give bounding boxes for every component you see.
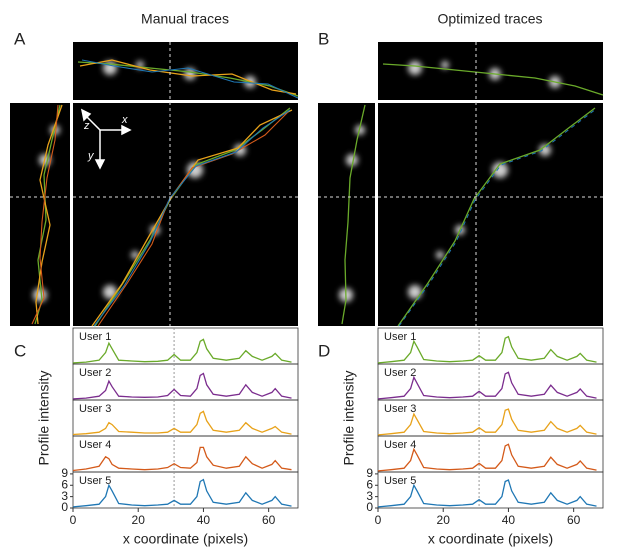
x-axis-label: x coordinate (pixels) (123, 531, 248, 547)
profile-line (377, 479, 597, 508)
y-axis-label: Profile intensity (341, 371, 357, 466)
y-axis-label: Profile intensity (36, 371, 52, 466)
x-tick-label: 60 (567, 513, 581, 527)
y-tick-label: 6 (366, 477, 373, 491)
panel-title: Optimized traces (437, 11, 542, 27)
series-label: User 2 (384, 367, 416, 379)
y-tick-label: 6 (61, 477, 68, 491)
profile-line (377, 335, 597, 364)
y-tick-label: 3 (61, 489, 68, 503)
series-label: User 3 (384, 403, 416, 415)
x-tick-label: 20 (437, 513, 451, 527)
x-tick-label: 20 (132, 513, 146, 527)
x-tick-label: 60 (262, 513, 276, 527)
profile-line (72, 446, 292, 472)
series-label: User 1 (384, 331, 416, 343)
profile-line (377, 443, 597, 472)
series-label: User 5 (79, 475, 111, 487)
x-tick-label: 40 (502, 513, 516, 527)
profile-line (377, 371, 597, 400)
profile-line (72, 372, 292, 400)
profile-line (72, 410, 292, 436)
series-label: User 2 (79, 367, 111, 379)
axis-label: z (83, 120, 90, 132)
y-tick-label: 0 (61, 500, 68, 514)
y-tick-label: 0 (366, 500, 373, 514)
y-tick-label: 9 (366, 466, 373, 480)
y-tick-label: 3 (366, 489, 373, 503)
x-axis-label: x coordinate (pixels) (428, 531, 553, 547)
x-tick-label: 0 (70, 513, 77, 527)
profile-line (377, 408, 597, 436)
axis-label: x (121, 114, 128, 126)
panel-label: C (14, 341, 26, 360)
x-tick-label: 40 (197, 513, 211, 527)
series-label: User 4 (79, 439, 111, 451)
panel-title: Manual traces (141, 11, 229, 27)
series-label: User 4 (384, 439, 416, 451)
series-label: User 3 (79, 403, 111, 415)
strip-frame (72, 471, 299, 509)
panel-label: D (318, 341, 330, 360)
x-tick-label: 0 (375, 513, 382, 527)
panel-label: A (14, 29, 26, 48)
image-panel-a: z x y (10, 42, 299, 327)
image-panel-b (318, 42, 604, 327)
panel-label: B (318, 29, 329, 48)
strip-frame (377, 471, 604, 509)
axis-label: y (87, 150, 95, 162)
profile-line (72, 478, 292, 508)
series-label: User 5 (384, 475, 416, 487)
series-label: User 1 (79, 331, 111, 343)
profile-line (72, 338, 292, 364)
y-tick-label: 9 (61, 466, 68, 480)
